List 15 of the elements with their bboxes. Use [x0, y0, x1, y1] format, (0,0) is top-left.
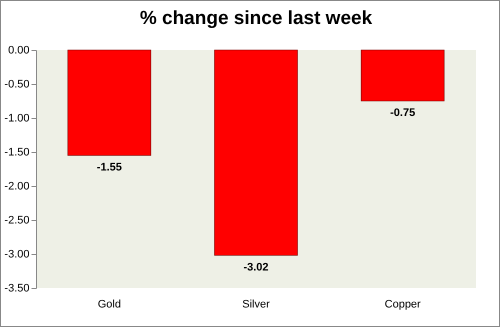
data-label: -3.02	[243, 261, 269, 274]
y-tick-label: -2.50	[4, 214, 30, 226]
chart-title: % change since last week	[140, 8, 373, 29]
y-tick-label: -3.00	[4, 248, 30, 260]
y-tick-label: -0.50	[4, 78, 30, 90]
y-tick-label: -1.50	[4, 146, 30, 158]
y-tick-label: -1.00	[4, 112, 30, 124]
y-tick-label: -2.00	[4, 180, 30, 192]
x-tick-label: Copper	[384, 298, 422, 310]
x-tick-label: Silver	[242, 298, 270, 310]
data-label: -1.55	[96, 161, 122, 174]
y-tick-label: -3.50	[4, 282, 30, 294]
x-tick-label: Gold	[98, 298, 121, 310]
data-label: -0.75	[390, 107, 416, 119]
y-tick-label: 0.00	[8, 44, 30, 56]
